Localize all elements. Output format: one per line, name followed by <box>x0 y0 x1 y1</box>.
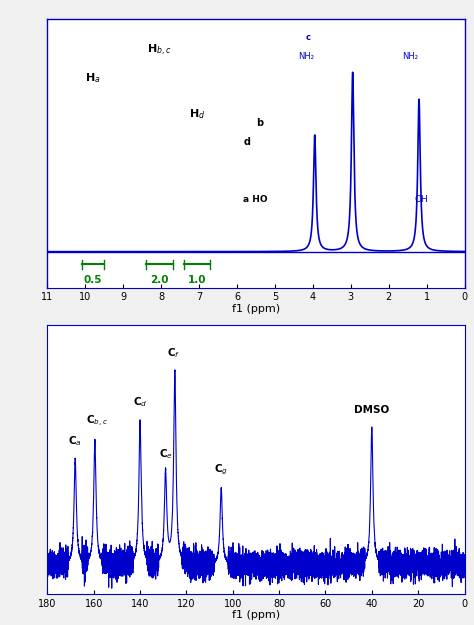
Text: H$_a$: H$_a$ <box>85 71 101 85</box>
Text: H$_d$: H$_d$ <box>189 107 205 121</box>
Text: OH: OH <box>414 194 428 204</box>
Text: C$_d$: C$_d$ <box>133 396 147 409</box>
X-axis label: f1 (ppm): f1 (ppm) <box>232 304 280 314</box>
Text: NH₂: NH₂ <box>298 52 314 61</box>
Text: H$_{b,c}$: H$_{b,c}$ <box>147 43 172 58</box>
Text: 0.5: 0.5 <box>83 275 102 285</box>
Text: C$_f$: C$_f$ <box>167 346 180 359</box>
X-axis label: f1 (ppm): f1 (ppm) <box>232 610 280 620</box>
Text: a HO: a HO <box>244 194 268 204</box>
Text: c: c <box>306 33 311 42</box>
Text: C$_g$: C$_g$ <box>214 462 228 477</box>
Text: DMSO: DMSO <box>354 405 390 415</box>
Text: d: d <box>244 137 250 147</box>
Text: b: b <box>256 118 263 128</box>
Text: 2.0: 2.0 <box>150 275 169 285</box>
Text: 1.0: 1.0 <box>188 275 207 285</box>
Text: C$_e$: C$_e$ <box>159 448 173 461</box>
Text: NH₂: NH₂ <box>402 52 418 61</box>
Text: C$_{b,c}$: C$_{b,c}$ <box>86 414 108 429</box>
Text: C$_a$: C$_a$ <box>68 434 82 448</box>
